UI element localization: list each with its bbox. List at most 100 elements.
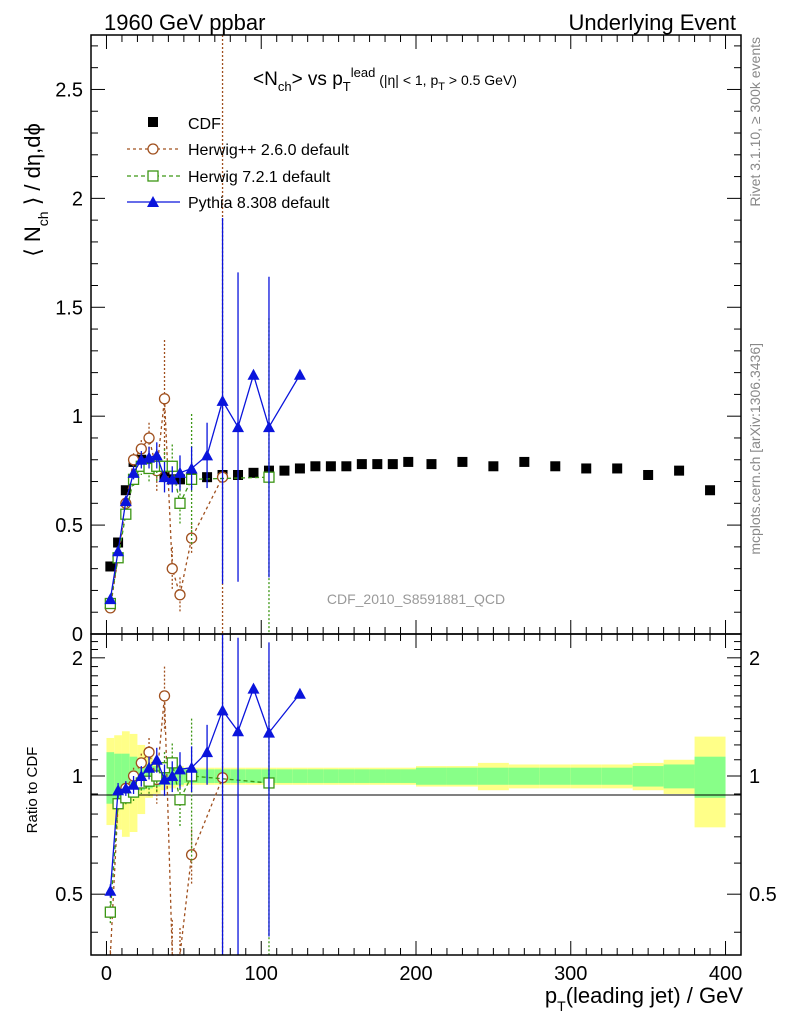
main-point-pythia xyxy=(112,545,125,557)
main-point-cdf xyxy=(457,456,468,467)
main-point-cdf xyxy=(612,463,623,474)
side-label-top: Rivet 3.1.10, ≥ 300k events xyxy=(747,37,763,207)
ratio-band-inner xyxy=(400,769,416,783)
main-y-tick-label: 1.5 xyxy=(55,297,83,319)
ratio-point-pythia xyxy=(119,782,132,794)
ratio-point-herwigpp xyxy=(143,746,155,758)
main-y-tick-label: 2 xyxy=(72,188,83,210)
ratio-band-inner xyxy=(354,769,370,783)
ratio-point-pythia xyxy=(293,687,306,699)
ratio-point-pythia xyxy=(150,753,163,765)
x-tick-label: 300 xyxy=(554,963,587,985)
main-point-herwigpp xyxy=(174,589,186,601)
main-point-pythia xyxy=(185,462,198,474)
main-point-herwig7 xyxy=(174,497,186,509)
ratio-point-herwig7 xyxy=(112,798,124,810)
main-point-cdf xyxy=(705,485,716,496)
legend: CDF Herwig++ 2.6.0 default Herwig 7.2.1 … xyxy=(127,116,350,212)
main-point-cdf xyxy=(310,461,321,472)
main-point-pythia xyxy=(104,593,117,605)
ratio-y-tick-label-left: 0.5 xyxy=(55,884,83,906)
main-point-cdf xyxy=(426,459,437,470)
ratio-point-pythia xyxy=(201,746,214,758)
ratio-y-tick-label-left: 2 xyxy=(72,648,83,670)
main-point-pythia xyxy=(247,368,260,380)
main-point-pythia xyxy=(201,449,214,461)
ratio-y-tick-label-left: 1 xyxy=(72,766,83,788)
main-panel: 00.511.522.5 <Nch> vs pTlead (|η| < 1, p… xyxy=(20,34,742,646)
main-point-herwigpp xyxy=(158,393,171,405)
ratio-band-inner xyxy=(276,769,293,783)
ratio-band-inner xyxy=(416,767,447,785)
main-point-herwig7 xyxy=(120,508,132,520)
legend-marker-herwigpp xyxy=(147,143,159,155)
main-y-tick-label: 2.5 xyxy=(55,79,83,101)
main-point-pythia xyxy=(158,471,171,483)
ratio-band-inner xyxy=(508,767,540,785)
ratio-band-inner xyxy=(245,769,262,783)
ratio-panel: 0 100 200 300 400 0.5 0.5 1 1 2 2 Ratio to CDF xyxy=(24,633,777,985)
ratio-band-inner xyxy=(323,769,339,783)
ratio-band-inner xyxy=(385,769,401,783)
ratio-band-inner xyxy=(632,766,664,787)
ratio-point-herwig7 xyxy=(174,794,186,806)
main-point-cdf xyxy=(294,463,305,474)
main-point-cdf xyxy=(113,537,124,548)
ratio-point-pythia xyxy=(173,763,186,775)
ratio-point-pythia xyxy=(127,778,140,790)
header-right-label: Underlying Event xyxy=(568,10,736,35)
ratio-band-inner xyxy=(570,767,602,785)
main-point-herwigpp xyxy=(166,563,178,575)
ratio-point-herwigpp xyxy=(158,690,171,702)
ratio-band-inner xyxy=(369,769,386,783)
main-point-cdf xyxy=(581,463,592,474)
watermark-label: CDF_2010_S8591881_QCD xyxy=(327,591,505,607)
main-point-cdf xyxy=(387,459,398,470)
ratio-band-inner xyxy=(307,769,324,783)
ratio-band-inner xyxy=(663,764,695,789)
main-point-cdf xyxy=(403,456,414,467)
ratio-line-herwigpp xyxy=(109,695,224,956)
ratio-point-pythia xyxy=(135,770,148,782)
main-point-cdf xyxy=(488,461,499,472)
ratio-band-inner xyxy=(477,767,509,785)
main-point-pythia xyxy=(293,368,306,380)
main-point-cdf xyxy=(519,456,530,467)
ratio-y-tick-label-right: 1 xyxy=(749,766,760,788)
x-tick-label: 100 xyxy=(245,963,278,985)
main-point-cdf xyxy=(279,465,290,476)
legend-marker-cdf xyxy=(148,117,158,127)
main-point-pythia xyxy=(216,394,229,406)
legend-label-herwig7: Herwig 7.2.1 default xyxy=(188,169,331,186)
ratio-band-inner xyxy=(338,769,355,783)
main-point-pythia xyxy=(232,421,245,433)
legend-marker-pythia xyxy=(147,196,159,207)
ratio-band-inner xyxy=(601,767,633,785)
legend-label-cdf: CDF xyxy=(188,116,221,133)
main-point-pythia xyxy=(127,466,140,478)
main-point-cdf xyxy=(105,561,116,572)
ratio-band-inner xyxy=(121,753,130,802)
ratio-y-axis-title: Ratio to CDF xyxy=(24,747,41,834)
ratio-point-pythia xyxy=(216,704,229,716)
ratio-point-pythia xyxy=(247,682,260,694)
x-tick-label: 400 xyxy=(709,963,742,985)
main-point-pythia xyxy=(166,473,179,485)
ratio-band-inner xyxy=(114,753,122,802)
ratio-point-pythia xyxy=(158,773,171,785)
ratio-band-inner xyxy=(694,756,726,798)
main-point-cdf xyxy=(550,461,561,472)
main-y-tick-label: 0.5 xyxy=(55,515,83,537)
ratio-point-pythia xyxy=(185,761,198,773)
ratio-band-inner xyxy=(292,769,308,783)
main-point-cdf xyxy=(674,465,685,476)
legend-marker-herwig7 xyxy=(147,170,159,182)
ratio-y-tick-label-right: 0.5 xyxy=(749,884,777,906)
x-tick-label: 0 xyxy=(101,963,112,985)
main-point-cdf xyxy=(372,459,383,470)
ratio-band-inner xyxy=(446,767,478,785)
ratio-band-inner xyxy=(539,767,571,785)
x-tick-label: 200 xyxy=(399,963,432,985)
main-point-pythia xyxy=(150,449,163,461)
